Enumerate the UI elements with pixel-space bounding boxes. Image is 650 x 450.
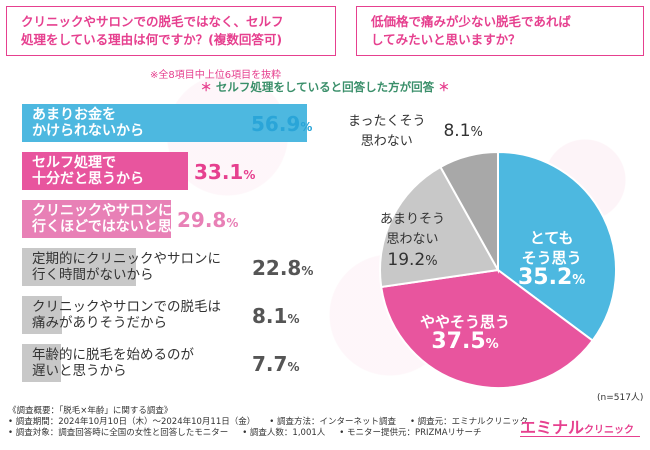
bar (22, 104, 307, 142)
bar-row: クリニックやサロンに 行くほどではないと思うから 29.8% (22, 200, 442, 238)
bar-value-label: 56.9% (251, 112, 313, 136)
question-1-line1: クリニックやサロンでの脱毛ではなく、セルフ (21, 14, 284, 29)
subtitle-star-right: ＊ (438, 80, 450, 94)
bar (22, 344, 61, 382)
question-2-box: 低価格で痛みが少ない脱毛であれば してみたいと思いますか？ (356, 6, 644, 56)
bar (22, 152, 188, 190)
bar-label: セルフ処理で 十分だと思うから (32, 155, 144, 187)
pie-slice-label: まったくそう 思わない 8.1% (348, 114, 483, 149)
bar-row: 年齢的に脱毛を始めるのが 遅いと思うから 7.7% (22, 344, 442, 382)
bar-label: 定期的にクリニックやサロンに 行く時間がないから (32, 251, 221, 283)
pie-slice (497, 150, 617, 342)
question-2-line2: してみたいと思いますか？ (371, 32, 521, 47)
bar-label: あまりお金を かけられないから (32, 107, 144, 139)
pie-value-label: 37.5% (431, 329, 499, 354)
note: ※全8項目中上位6項目を抜粋 (150, 70, 282, 81)
bar-value-label: 22.8% (252, 256, 314, 280)
subtitle-text: セルフ処理をしていると回答した方が回答 (215, 80, 435, 94)
pie-slice-label: ややそう思う 37.5% (420, 313, 511, 354)
bar-label: クリニックやサロンに 行くほどではないと思うから (32, 203, 214, 235)
subtitle: ＊ セルフ処理をしていると回答した方が回答 ＊ (0, 79, 650, 95)
pie-slice-label: とても そう思う 35.2% (518, 229, 586, 290)
footer-source: • 調査元：エミナルクリニック (409, 417, 529, 427)
bar-label: 年齢的に脱毛を始めるのが 遅いと思うから (32, 347, 194, 379)
bar-row: あまりお金を かけられないから 56.9% (22, 104, 442, 142)
pie-slice (439, 150, 499, 274)
footer-period: • 調査期間：2024年10月10日（木）〜2024年10月11日（金） (8, 417, 256, 427)
bar-row: 定期的にクリニックやサロンに 行く時間がないから 22.8% (22, 248, 442, 286)
footer-count: • 調査人数：1,001人 (242, 428, 326, 438)
footer-method: • 調査方法：インターネット調査 (269, 417, 396, 427)
question-1-box: クリニックやサロンでの脱毛ではなく、セルフ 処理をしている理由は何ですか？(複数… (6, 6, 336, 56)
brand-logo: エミナルクリニック (520, 414, 634, 438)
pie-slice (379, 165, 500, 289)
footer-target: • 調査対象：調査回答時に全国の女性と回答したモニター (8, 428, 229, 438)
question-2-line1: 低価格で痛みが少ない脱毛であれば (371, 14, 571, 29)
bar (22, 296, 62, 334)
pie-chart: とても そう思う 35.2% ややそう思う 37.5% あまりそう 思わない 19.2% まった… (348, 114, 628, 400)
bar-row: クリニックやサロンでの脱毛は 痛みがありそうだから 8.1% (22, 296, 442, 334)
pie-value-label: 35.2% (518, 265, 586, 290)
pie-chart-svg (379, 150, 617, 389)
brand-underline (520, 436, 640, 437)
brand-main: エミナル (520, 418, 585, 437)
question-1-line2: 処理をしている理由は何ですか？ (21, 32, 209, 47)
bar (22, 200, 171, 238)
bar-value-label: 8.1% (252, 304, 300, 328)
footer-provider: • モニター提供元：PRIZMAリサーチ (339, 428, 482, 438)
bar-value-label: 7.7% (252, 352, 300, 376)
pie-slice (380, 268, 594, 389)
brand-sub: クリニック (584, 425, 635, 436)
pie-slice-label: あまりそう 思わない 19.2% (380, 212, 446, 270)
footer-title: 《調査概要：「脱毛×年齢」に関する調査》 (8, 406, 173, 416)
bar-row: セルフ処理で 十分だと思うから 33.1% (22, 152, 442, 190)
pie-value-label: 19.2% (387, 250, 438, 270)
bar-label: クリニックやサロンでの脱毛は 痛みがありそうだから (32, 299, 221, 331)
footer: 《調査概要：「脱毛×年齢」に関する調査》 • 調査期間：2024年10月10日（… (8, 406, 528, 439)
bar-value-label: 33.1% (194, 160, 256, 184)
subtitle-star-left: ＊ (200, 80, 212, 94)
sample-size: (n=517人) (597, 393, 644, 403)
bar-value-label: 29.8% (177, 208, 239, 232)
question-1-suffix: (複数回答可) (208, 32, 283, 47)
pie-value-label: 8.1% (443, 121, 483, 141)
bar (22, 248, 136, 286)
